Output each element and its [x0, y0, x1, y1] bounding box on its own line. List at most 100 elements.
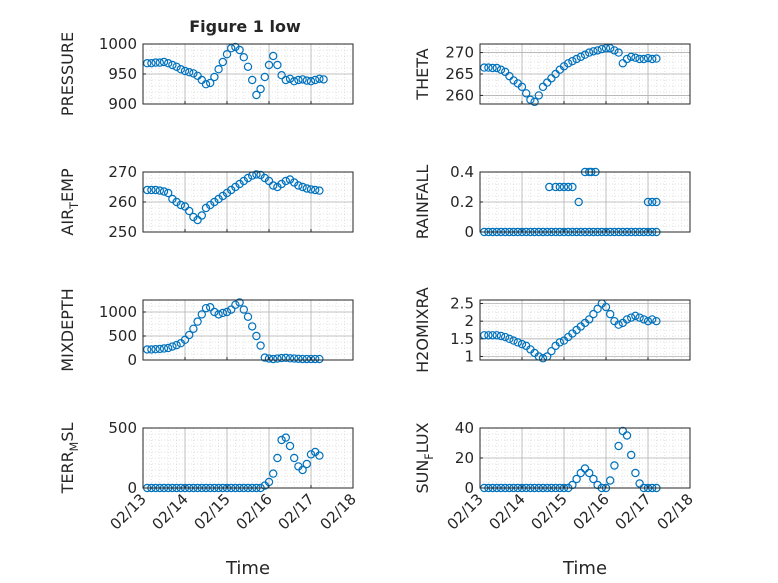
y-tick-label: 2.5	[450, 295, 474, 313]
data-point	[614, 48, 623, 57]
data-point	[631, 311, 640, 321]
data-point	[572, 54, 581, 64]
data-point	[648, 197, 657, 207]
data-point	[269, 354, 278, 364]
data-point	[496, 65, 506, 74]
data-point	[294, 75, 303, 85]
data-point	[210, 72, 219, 82]
data-point	[614, 320, 623, 329]
data-point	[589, 474, 598, 484]
data-point	[622, 431, 632, 440]
data-point	[530, 97, 539, 107]
y-axis-label: THETA	[413, 48, 432, 100]
data-point	[264, 354, 274, 363]
subplot-mixdepth: 0 500 1000 MIXDEPTH	[58, 288, 354, 372]
x-tick-label: 02/15	[191, 490, 234, 533]
data-point	[568, 56, 577, 66]
data-point	[622, 315, 632, 324]
data-point	[298, 182, 307, 192]
data-point	[580, 464, 590, 473]
data-point	[545, 182, 554, 192]
data-point	[151, 345, 160, 354]
data-point	[180, 66, 190, 76]
data-point	[285, 441, 295, 451]
data-point	[193, 215, 202, 225]
x-tick-label: 02/18	[654, 490, 697, 533]
data-point	[606, 476, 615, 485]
data-point	[218, 308, 227, 318]
data-point	[205, 78, 215, 88]
data-point	[260, 72, 269, 82]
data-point	[559, 182, 569, 192]
data-point	[576, 468, 586, 478]
data-point	[488, 63, 497, 73]
data-point	[231, 300, 240, 309]
data-point	[193, 317, 202, 326]
data-point	[555, 338, 565, 347]
data-point	[311, 75, 320, 85]
data-point	[513, 338, 523, 347]
x-tick-label: 02/14	[486, 490, 529, 533]
data-point	[547, 74, 556, 83]
data-point	[290, 453, 299, 463]
data-point	[593, 46, 602, 55]
data-point	[269, 469, 278, 478]
subplot-rainfall: 0 0.2 0.4 RAINFALL	[413, 163, 691, 241]
data-point	[555, 182, 565, 192]
data-point	[306, 354, 316, 364]
series-markers	[480, 44, 661, 107]
x-tick-label: 02/15	[528, 490, 571, 533]
y-tick-label: 1000	[99, 303, 137, 321]
data-point	[568, 182, 577, 192]
data-point	[189, 324, 198, 333]
data-point	[247, 75, 257, 85]
y-axis-label: SUNFLUX	[413, 422, 436, 493]
data-point	[294, 354, 303, 363]
data-point	[214, 64, 223, 74]
data-point	[201, 79, 211, 89]
data-point	[517, 339, 527, 349]
y-tick-label: 900	[108, 95, 137, 113]
data-point	[610, 46, 619, 55]
data-point	[589, 47, 598, 56]
y-tick-label: 2	[464, 312, 474, 330]
data-point	[564, 182, 573, 192]
y-tick-label: 1	[464, 347, 474, 365]
data-point	[648, 54, 657, 64]
axes-box	[479, 299, 691, 361]
data-point	[551, 69, 560, 79]
data-point	[277, 435, 286, 445]
data-point	[635, 313, 644, 322]
data-point	[269, 51, 278, 61]
data-point	[622, 54, 632, 64]
data-point	[264, 60, 274, 70]
data-point	[252, 90, 261, 100]
data-point	[627, 52, 636, 62]
data-point	[635, 54, 644, 64]
data-point	[306, 185, 316, 194]
data-point	[614, 441, 623, 451]
data-point	[652, 197, 661, 207]
data-point	[210, 307, 219, 317]
y-tick-label: 270	[108, 163, 137, 181]
data-point	[243, 312, 253, 321]
data-point	[252, 331, 261, 341]
minor-grid	[143, 428, 353, 488]
data-point	[147, 345, 156, 354]
data-point	[285, 354, 295, 363]
data-point	[273, 453, 282, 463]
data-point	[256, 84, 265, 94]
y-tick-label: 1000	[99, 35, 137, 53]
series-markers	[142, 42, 328, 100]
data-point	[290, 354, 299, 363]
data-point	[176, 64, 185, 74]
y-tick-label: 0	[127, 351, 137, 369]
data-point	[142, 59, 152, 68]
y-tick-label: 0.2	[450, 193, 474, 211]
data-point	[652, 316, 661, 326]
series-markers	[142, 170, 324, 225]
y-axis-label: AIRTEMP	[58, 168, 81, 236]
data-point	[239, 53, 248, 62]
data-point	[568, 480, 577, 490]
subplot-theta: 260 265 270 THETA	[413, 43, 691, 107]
